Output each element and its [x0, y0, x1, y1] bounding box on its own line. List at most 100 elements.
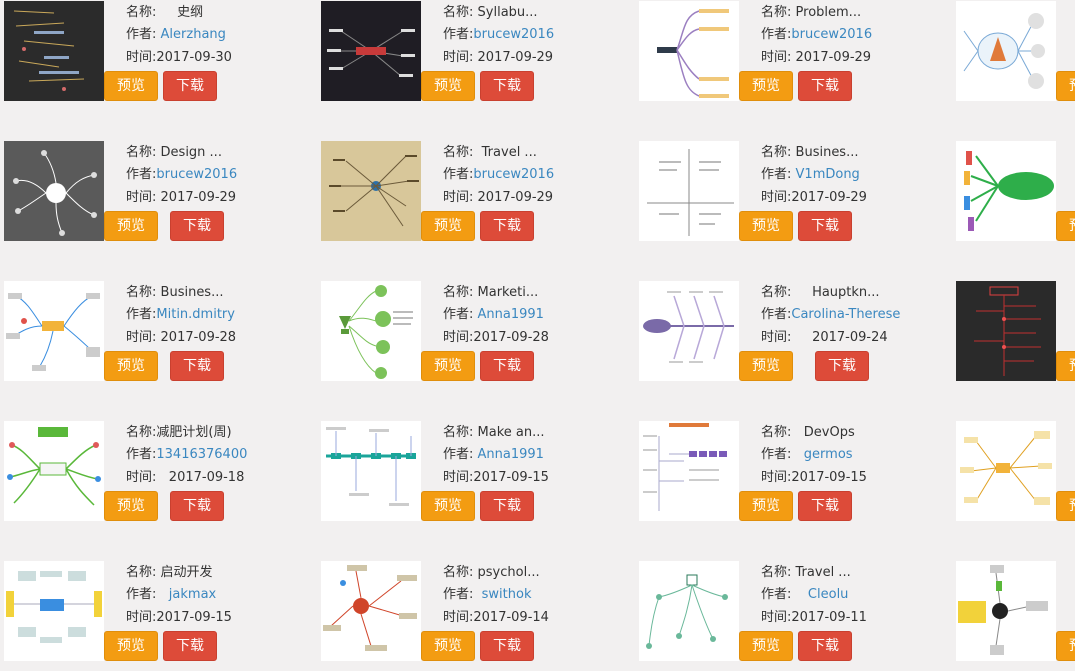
mindmap-name: 名称: 启动开发 [126, 565, 213, 580]
preview-button[interactable]: 预览 [104, 71, 158, 101]
mindmap-time: 时间:2017-09-15 [443, 470, 549, 485]
preview-button[interactable]: 预览 [104, 631, 158, 661]
mindmap-author: 作者: Anna1991 [443, 447, 544, 462]
download-button[interactable]: 下载 [798, 491, 852, 521]
download-button[interactable]: 下载 [480, 71, 534, 101]
author-link[interactable]: Anna1991 [477, 447, 544, 462]
mindmap-time: 时间: 2017-09-18 [126, 470, 245, 485]
author-link[interactable]: brucew2016 [156, 167, 238, 182]
author-link[interactable]: brucew2016 [473, 27, 555, 42]
mindmap-thumbnail[interactable] [639, 281, 739, 381]
mindmap-author: 作者: Anna1991 [443, 307, 544, 322]
download-button[interactable]: 下载 [170, 211, 224, 241]
mindmap-name: 名称: DevOps [761, 425, 855, 440]
mindmap-time: 时间: 2017-09-29 [443, 50, 554, 65]
mindmap-thumbnail[interactable] [956, 1, 1056, 101]
author-link[interactable]: germos [803, 447, 853, 462]
mindmap-thumbnail[interactable] [4, 561, 104, 661]
mindmap-time: 时间:2017-09-28 [443, 330, 549, 345]
mindmap-card-partial: 预览 [956, 281, 1075, 391]
download-button[interactable]: 下载 [480, 211, 534, 241]
mindmap-thumbnail[interactable] [956, 141, 1056, 241]
download-button[interactable]: 下载 [798, 631, 852, 661]
preview-button[interactable]: 预览 [1056, 631, 1075, 661]
preview-button[interactable]: 预览 [1056, 351, 1075, 381]
author-link[interactable]: Anna1991 [477, 307, 544, 322]
mindmap-thumbnail[interactable] [956, 561, 1056, 661]
author-link[interactable]: swithok [481, 587, 532, 602]
author-link[interactable]: V1mDong [795, 167, 860, 182]
download-button[interactable]: 下载 [798, 211, 852, 241]
mindmap-thumbnail[interactable] [321, 141, 421, 241]
author-link[interactable]: jakmax [168, 587, 217, 602]
mindmap-thumbnail[interactable] [321, 1, 421, 101]
mindmap-card: 名称:减肥计划(周) 作者:13416376400 时间: 2017-09-18… [4, 421, 304, 531]
download-button[interactable]: 下载 [480, 491, 534, 521]
mindmap-thumbnail[interactable] [4, 141, 104, 241]
preview-button[interactable]: 预览 [739, 71, 793, 101]
mindmap-time: 时间:2017-09-14 [443, 610, 549, 625]
mindmap-author: 作者: V1mDong [761, 167, 860, 182]
preview-button[interactable]: 预览 [421, 351, 475, 381]
preview-button[interactable]: 预览 [1056, 71, 1075, 101]
author-link[interactable]: brucew2016 [791, 27, 873, 42]
mindmap-thumbnail[interactable] [321, 281, 421, 381]
mindmap-card: 名称: Busines... 作者: V1mDong 时间:2017-09-29… [639, 141, 939, 251]
preview-button[interactable]: 预览 [421, 211, 475, 241]
download-button[interactable]: 下载 [480, 351, 534, 381]
preview-button[interactable]: 预览 [739, 211, 793, 241]
mindmap-thumbnail[interactable] [321, 421, 421, 521]
download-button[interactable]: 下载 [815, 351, 869, 381]
mindmap-thumbnail[interactable] [639, 561, 739, 661]
preview-button[interactable]: 预览 [104, 491, 158, 521]
author-link[interactable]: 13416376400 [156, 447, 248, 462]
mindmap-name: 名称: 史纲 [126, 5, 204, 20]
mindmap-thumbnail[interactable] [4, 281, 104, 381]
preview-button[interactable]: 预览 [421, 71, 475, 101]
download-button[interactable]: 下载 [170, 491, 224, 521]
mindmap-time: 时间:2017-09-30 [126, 50, 232, 65]
mindmap-name: 名称: Make an... [443, 425, 545, 440]
mindmap-thumbnail[interactable] [321, 561, 421, 661]
mindmap-thumbnail[interactable] [956, 281, 1056, 381]
author-link[interactable]: Mitin.dmitry [156, 307, 235, 322]
mindmap-card: 名称: Marketi... 作者: Anna1991 时间:2017-09-2… [321, 281, 621, 391]
download-button[interactable]: 下载 [163, 631, 217, 661]
mindmap-thumbnail[interactable] [4, 421, 104, 521]
preview-button[interactable]: 预览 [1056, 491, 1075, 521]
mindmap-time: 时间:2017-09-11 [761, 610, 867, 625]
mindmap-card: 名称: Syllabu... 作者:brucew2016 时间: 2017-09… [321, 1, 621, 111]
author-link[interactable]: Cleolu [807, 587, 849, 602]
preview-button[interactable]: 预览 [739, 631, 793, 661]
download-button[interactable]: 下载 [798, 71, 852, 101]
mindmap-thumbnail[interactable] [956, 421, 1056, 521]
mindmap-card-partial: 预览 [956, 1, 1075, 111]
preview-button[interactable]: 预览 [104, 351, 158, 381]
mindmap-thumbnail[interactable] [639, 421, 739, 521]
mindmap-thumbnail[interactable] [639, 141, 739, 241]
mindmap-card: 名称: 启动开发 作者: jakmax 时间:2017-09-15 预览 下载 [4, 561, 304, 671]
preview-button[interactable]: 预览 [739, 351, 793, 381]
mindmap-time: 时间: 2017-09-29 [761, 50, 872, 65]
mindmap-author: 作者:13416376400 [126, 447, 248, 462]
preview-button[interactable]: 预览 [1056, 211, 1075, 241]
author-link[interactable]: Carolina-Therese [791, 307, 901, 322]
author-link[interactable]: brucew2016 [473, 167, 555, 182]
download-button[interactable]: 下载 [163, 71, 217, 101]
mindmap-name: 名称: Problem... [761, 5, 862, 20]
preview-button[interactable]: 预览 [104, 211, 158, 241]
preview-button[interactable]: 预览 [421, 491, 475, 521]
mindmap-author: 作者: germos [761, 447, 853, 462]
author-link[interactable]: Alerzhang [160, 27, 226, 42]
mindmap-author: 作者:Carolina-Therese [761, 307, 901, 322]
mindmap-name: 名称: Busines... [126, 285, 224, 300]
mindmap-card: 名称: Travel ... 作者:brucew2016 时间: 2017-09… [321, 141, 621, 251]
mindmap-card: 名称: Hauptkn... 作者:Carolina-Therese 时间: 2… [639, 281, 939, 391]
mindmap-card: 名称: Make an... 作者: Anna1991 时间:2017-09-1… [321, 421, 621, 531]
download-button[interactable]: 下载 [170, 351, 224, 381]
download-button[interactable]: 下载 [480, 631, 534, 661]
preview-button[interactable]: 预览 [421, 631, 475, 661]
mindmap-thumbnail[interactable] [4, 1, 104, 101]
mindmap-thumbnail[interactable] [639, 1, 739, 101]
preview-button[interactable]: 预览 [739, 491, 793, 521]
